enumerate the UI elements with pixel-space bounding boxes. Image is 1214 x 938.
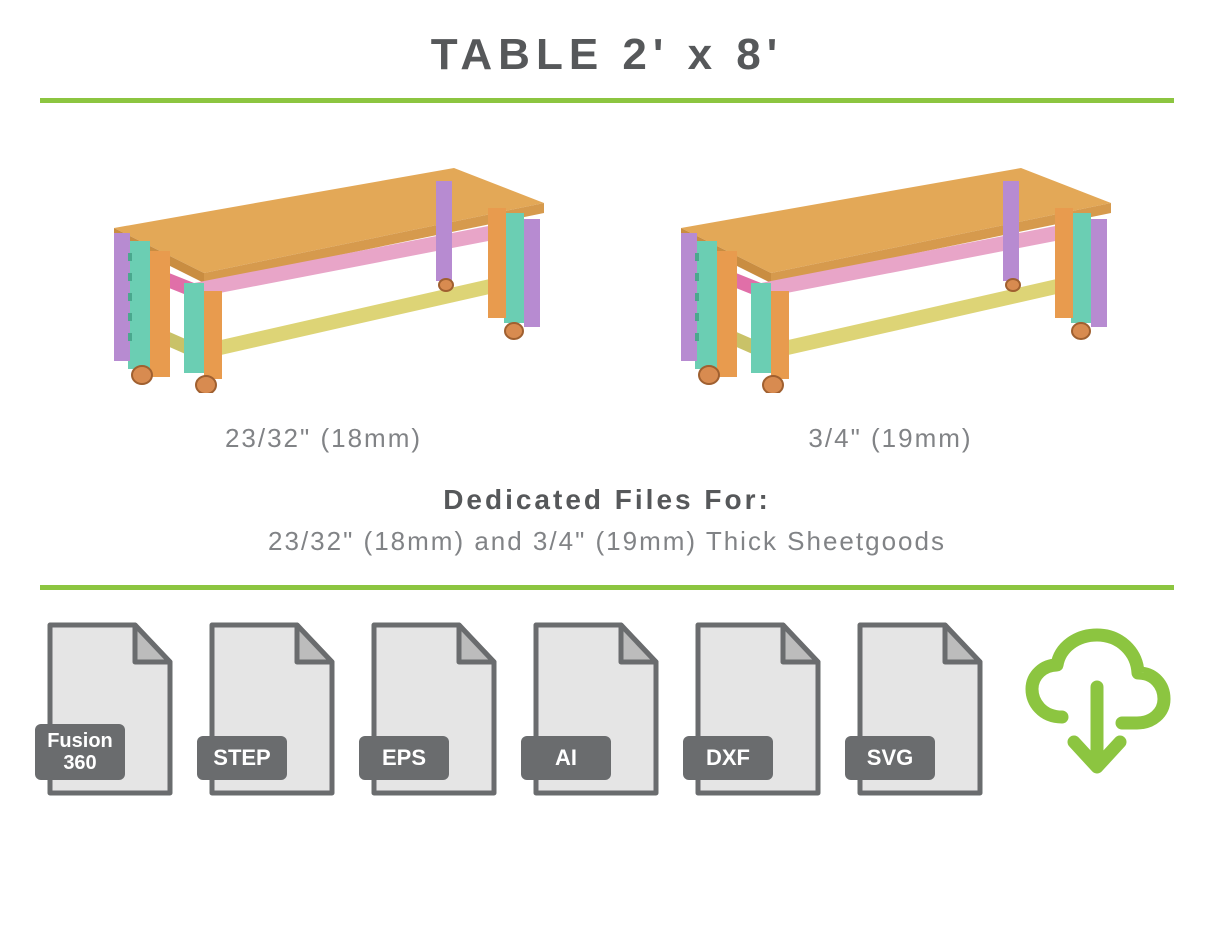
file-type-label: AI (521, 736, 611, 780)
file-type-step: STEP (202, 620, 342, 798)
table-illustration-2 (651, 133, 1131, 393)
divider-top (40, 98, 1174, 103)
cloud-download-icon (1022, 627, 1172, 792)
dedicated-subtitle: 23/32" (18mm) and 3/4" (19mm) Thick Shee… (40, 526, 1174, 557)
table-variant-2: 3/4" (19mm) (651, 133, 1131, 454)
dedicated-title: Dedicated Files For: (40, 484, 1174, 516)
page-title: TABLE 2' x 8' (40, 30, 1174, 80)
file-type-label: SVG (845, 736, 935, 780)
file-types-row: Fusion 360 STEP EPS AI DXF (40, 620, 1174, 798)
table-caption-1: 23/32" (18mm) (225, 423, 422, 454)
file-type-label: STEP (197, 736, 287, 780)
file-type-svg: SVG (850, 620, 990, 798)
table-illustration-1 (84, 133, 564, 393)
table-caption-2: 3/4" (19mm) (808, 423, 972, 454)
file-type-ai: AI (526, 620, 666, 798)
table-variant-1: 23/32" (18mm) (84, 133, 564, 454)
file-type-label: DXF (683, 736, 773, 780)
divider-bottom (40, 585, 1174, 590)
file-type-dxf: DXF (688, 620, 828, 798)
file-type-label: Fusion 360 (35, 724, 125, 780)
tables-row: 23/32" (18mm) (40, 133, 1174, 454)
file-type-fusion360: Fusion 360 (40, 620, 180, 798)
file-type-eps: EPS (364, 620, 504, 798)
file-type-label: EPS (359, 736, 449, 780)
dedicated-section: Dedicated Files For: 23/32" (18mm) and 3… (40, 484, 1174, 557)
